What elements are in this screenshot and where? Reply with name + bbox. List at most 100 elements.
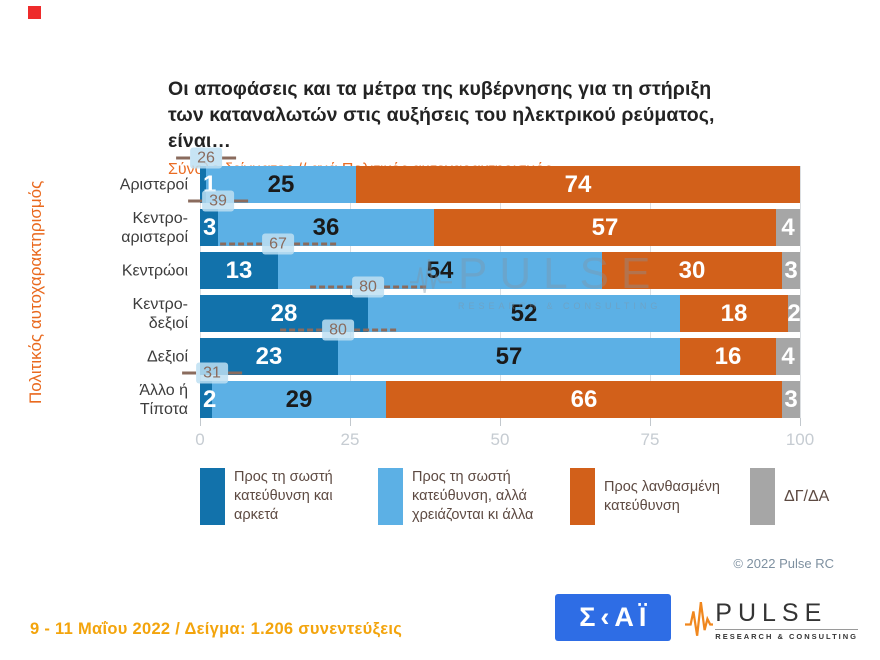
gridline <box>350 166 351 418</box>
bar-row: Κεντρο-δεξιοί 28 52 18 2 80 <box>133 276 801 332</box>
legend-item-dk-na: ΔΓ/ΔΑ <box>750 468 829 525</box>
skai-logo: Σ‹ΑΪ <box>555 594 672 641</box>
pulse-logo-brand: PULSE <box>715 598 828 627</box>
bar-value: 3 <box>784 256 798 284</box>
gridline <box>500 166 501 418</box>
right-direction-total: 26 <box>176 147 236 169</box>
annotation-dash <box>176 156 191 160</box>
gridline <box>800 166 801 418</box>
legend: Προς τη σωστή κατεύθυνση και αρκετά Προς … <box>200 468 848 525</box>
category-label-line: Αριστεροί <box>119 176 188 193</box>
bar-segment-right-enough <box>200 209 218 246</box>
pulse-logo-tagline: RESEARCH & CONSULTING <box>715 628 858 641</box>
annotation-dash <box>233 199 248 203</box>
annotation-dash <box>383 285 426 289</box>
right-direction-total-value: 80 <box>322 319 354 341</box>
bar-track: 23 57 16 4 <box>200 338 800 375</box>
chart-title-line2: των καταναλωτών στις αυξήσεις του ηλεκτρ… <box>168 104 715 152</box>
gridline <box>200 166 201 418</box>
bar-segment-right-more-needed: 54 <box>278 252 602 289</box>
right-direction-total: 80 <box>280 319 396 341</box>
y-axis-title: Πολιτικός αυτοχαρακτηρισμός <box>26 180 45 404</box>
bar-value: 74 <box>564 170 592 198</box>
bar-value: 2 <box>787 299 801 327</box>
annotation-dash <box>221 156 236 160</box>
legend-swatch <box>378 468 403 525</box>
bar-row: Κεντρο-αριστεροί 36 57 4 3 39 <box>121 190 800 246</box>
category-label-line: Κεντρο- <box>132 209 188 227</box>
bar-value: 57 <box>495 342 523 370</box>
bar-track: 36 57 4 3 <box>200 209 800 246</box>
bar-row: Κεντρώοι 13 54 30 3 67 <box>122 233 800 289</box>
bar-value: 52 <box>510 299 538 327</box>
gridline <box>650 166 651 418</box>
bar-segment-wrong-direction: 30 <box>602 252 782 289</box>
bar-value: 23 <box>255 342 283 370</box>
pulse-logo-text: PULSE RESEARCH & CONSULTING <box>715 600 858 641</box>
bar-value: 13 <box>225 256 253 284</box>
bar-value: 57 <box>591 213 619 241</box>
right-direction-total: 39 <box>188 190 248 212</box>
category-label: Κεντρο-αριστεροί <box>121 209 188 247</box>
bar-value: 36 <box>312 213 340 241</box>
bar-segment-wrong-direction: 18 <box>680 295 788 332</box>
category-label: Αριστεροί <box>120 175 188 194</box>
bar-value: 28 <box>270 299 298 327</box>
chart-title-line1: Οι αποφάσεις και τα μέτρα της κυβέρνησης… <box>168 78 712 100</box>
bar-track: 29 66 3 2 <box>200 381 800 418</box>
bar-segment-dk-na: 4 <box>776 209 800 246</box>
bar-value: 1 <box>203 170 217 198</box>
bar-value: 3 <box>203 213 217 241</box>
x-tick-label: 100 <box>785 430 815 449</box>
category-label: Κεντρο-δεξιοί <box>133 295 188 333</box>
category-label: Άλλο ή Τίποτα <box>139 381 188 419</box>
right-direction-total: 80 <box>310 276 426 298</box>
bar-segment-right-enough: 13 <box>200 252 278 289</box>
pulse-logo: PULSE RESEARCH & CONSULTING <box>685 595 858 641</box>
legend-swatch <box>750 468 775 525</box>
bar-row: Δεξιοί 23 57 16 4 80 <box>147 319 800 375</box>
chart-header: Οι αποφάσεις και τα μέτρα της κυβέρνησης… <box>168 76 768 179</box>
category-label-line: δεξιοί <box>148 314 188 332</box>
bar-segment-wrong-direction: 57 <box>434 209 776 246</box>
right-direction-total-value: 31 <box>196 362 228 384</box>
bar-segment-wrong-direction: 74 <box>356 166 800 203</box>
bar-value: 2 <box>203 385 217 413</box>
bar-value: 18 <box>720 299 748 327</box>
right-direction-total-value: 26 <box>190 147 222 169</box>
bar-value: 66 <box>570 385 598 413</box>
legend-label: Προς τη σωστή κατεύθυνση, αλλά χρειάζοντ… <box>412 469 534 523</box>
bar-segment-right-more-needed: 29 <box>212 381 386 418</box>
bar-segment-right-more-needed: 57 <box>338 338 680 375</box>
bar-segment-right-enough <box>200 381 212 418</box>
top-left-red-marker <box>28 6 41 19</box>
bar-track: 25 74 1 <box>200 166 800 203</box>
category-label: Κεντρώοι <box>122 261 188 280</box>
bar-value: 29 <box>285 385 313 413</box>
bar-value: 25 <box>267 170 295 198</box>
chart-title: Οι αποφάσεις και τα μέτρα της κυβέρνησης… <box>168 76 768 154</box>
annotation-dash <box>227 371 242 375</box>
category-label-line: Δεξιοί <box>147 348 188 365</box>
category-label-line: Τίποτα <box>139 400 188 418</box>
bar-segment-right-more-needed: 36 <box>218 209 434 246</box>
bar-segment-dk-na: 4 <box>776 338 800 375</box>
bar-segment-right-enough <box>200 166 206 203</box>
category-label-line: αριστεροί <box>121 228 188 246</box>
bar-value: 4 <box>781 213 795 241</box>
axis-tick <box>800 418 801 426</box>
bar-segment-right-more-needed: 52 <box>368 295 680 332</box>
pulse-logo-waveform-icon <box>685 601 714 636</box>
axis-tick <box>500 418 501 426</box>
bar-value: 54 <box>426 256 454 284</box>
right-direction-total: 31 <box>182 362 242 384</box>
x-tick-label: 0 <box>195 430 205 449</box>
category-label: Δεξιοί <box>147 347 188 366</box>
legend-label: ΔΓ/ΔΑ <box>784 488 830 505</box>
right-direction-total-value: 67 <box>262 233 294 255</box>
x-tick-label: 25 <box>340 430 360 449</box>
annotation-dash <box>182 371 197 375</box>
bar-row: Άλλο ή Τίποτα 29 66 3 2 31 <box>139 362 800 418</box>
legend-item-right-enough: Προς τη σωστή κατεύθυνση και αρκετά <box>200 468 378 525</box>
category-label-line: Κεντρο- <box>132 295 188 313</box>
